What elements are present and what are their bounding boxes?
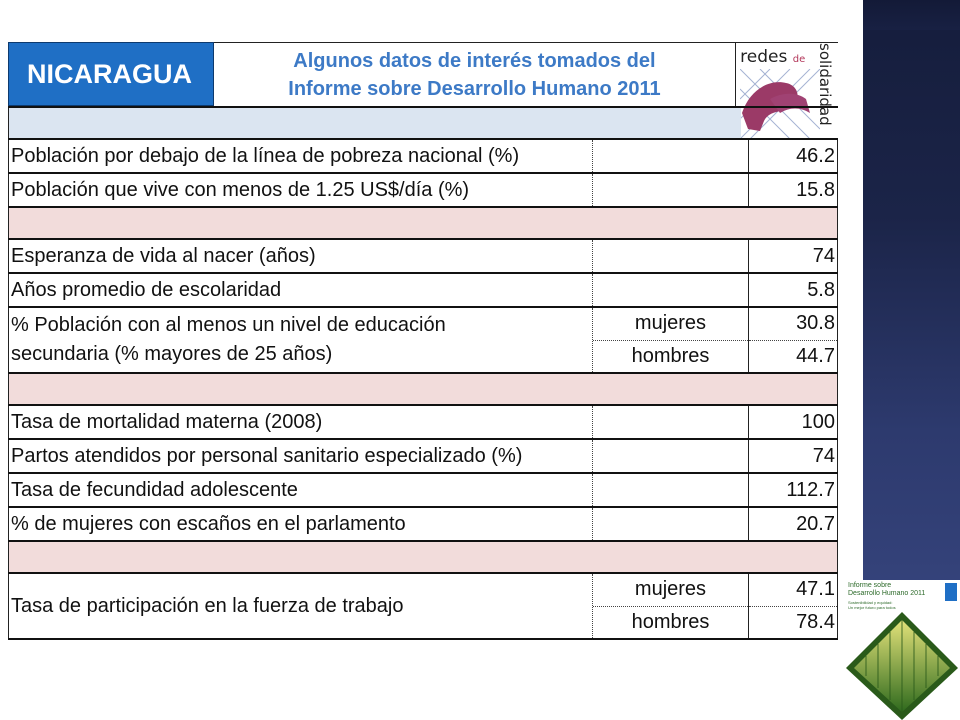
row-label: Tasa de participación en la fuerza de tr… [8,574,592,638]
row-label: Población que vive con menos de 1.25 US$… [8,174,592,206]
row-label-line2: secundaria (% mayores de 25 años) [11,343,333,365]
table-row: Tasa de mortalidad materna (2008) 100 [8,406,838,440]
table-row: Tasa de fecundidad adolescente 112.7 [8,474,838,508]
logo-word-de: de [792,54,806,65]
table-title-line2: Informe sobre Desarrollo Humano 2011 [288,78,661,100]
logo-word-redes: redes [740,47,788,67]
row-value: 100 [748,406,838,438]
table-row: Años promedio de escolaridad 5.8 [8,274,838,308]
row-label: % Población con al menos un nivel de edu… [8,308,592,372]
row-label: % de mujeres con escaños en el parlament… [8,508,592,540]
report-cover-image: Informe sobre Desarrollo Humano 2011 Sos… [845,580,960,720]
row-label: Población por debajo de la línea de pobr… [8,140,592,172]
value-mujeres: 47.1 [749,574,837,607]
sub-label-hombres: hombres [631,344,710,367]
table-row: Partos atendidos por personal sanitario … [8,440,838,474]
country-title: NICARAGUA [8,42,214,106]
sub-label-mujeres: mujeres [593,308,748,341]
table-header: NICARAGUA Algunos datos de interés tomad… [8,42,838,139]
row-value: 74 [748,440,838,472]
row-value: 5.8 [748,274,838,306]
cover-title-line2: Desarrollo Humano 2011 [848,590,926,597]
spacer-row-pink [8,374,838,406]
corner-notch [863,0,960,30]
table-row: Esperanza de vida al nacer (años) 74 [8,240,838,274]
table-title: Algunos datos de interés tomados del Inf… [213,42,737,107]
row-label: Años promedio de escolaridad [8,274,592,306]
row-label: Partos atendidos por personal sanitario … [8,440,592,472]
sub-label-mujeres: mujeres [593,574,748,607]
cover-subtitle-line1: Sostenibilidad y equidad: [848,600,893,605]
data-table: NICARAGUA Algunos datos de interés tomad… [8,42,838,640]
row-value: 112.7 [748,474,838,506]
table-row: Población que vive con menos de 1.25 US$… [8,174,838,208]
undp-logo-icon [945,583,957,601]
cover-subtitle-line2: Un mejor futuro para todos [848,605,896,610]
table-row: Población por debajo de la línea de pobr… [8,140,838,174]
redes-solidaridad-logo: redes de solidaridad [740,43,837,139]
logo-word-solidaridad: solidaridad [816,43,835,126]
row-value: 74 [748,240,838,272]
table-row: % de mujeres con escaños en el parlament… [8,508,838,542]
strip-gap [855,0,863,720]
row-label: Esperanza de vida al nacer (años) [8,240,592,272]
value-mujeres: 30.8 [749,308,837,341]
value-hombres: 44.7 [796,344,835,367]
spacer-row-pink [8,208,838,240]
sub-label-hombres: hombres [631,610,710,633]
row-label: Tasa de fecundidad adolescente [8,474,592,506]
row-value: 46.2 [748,140,838,172]
row-label-line1: % Población con al menos un nivel de edu… [11,314,446,336]
row-label: Tasa de mortalidad materna (2008) [8,406,592,438]
spacer-row-blue [8,106,838,140]
cover-title-line1: Informe sobre [848,582,892,589]
table-title-line1: Algunos datos de interés tomados del [293,50,656,72]
spacer-row-pink [8,542,838,574]
value-hombres: 78.4 [796,610,835,633]
hands-icon [740,69,821,139]
row-value: 15.8 [748,174,838,206]
row-value: 20.7 [748,508,838,540]
diamond-pattern-icon [846,612,958,720]
table-row-split: % Población con al menos un nivel de edu… [8,308,838,374]
table-row-split: Tasa de participación en la fuerza de tr… [8,574,838,640]
logo-cell: redes de solidaridad [736,42,838,139]
